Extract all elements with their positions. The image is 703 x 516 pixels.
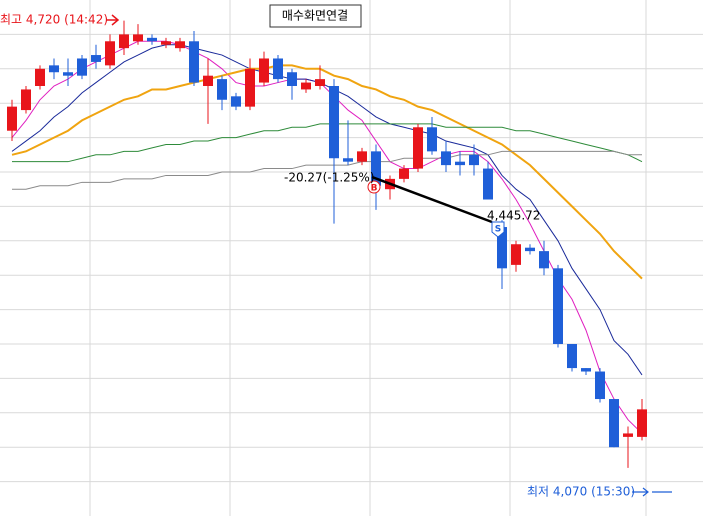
candle-body [553, 268, 563, 344]
candle-body [469, 154, 479, 166]
candle-body [147, 37, 157, 42]
candle-body [357, 151, 367, 162]
candle-body [77, 58, 87, 76]
candle-body [525, 247, 535, 252]
candle-body [483, 168, 493, 200]
candle-body [63, 72, 73, 76]
moving-average-line [12, 150, 642, 190]
candle-body [581, 368, 591, 372]
moving-average-line [11, 40, 643, 434]
candle-body [273, 58, 283, 80]
candle-body [413, 127, 423, 169]
buy-marker-bg [367, 180, 381, 194]
sell-price-label: 4,445.72 [487, 209, 540, 223]
candle-body [35, 68, 45, 86]
candle-body [329, 86, 339, 159]
candle-body [567, 344, 577, 369]
candle-body [441, 151, 451, 166]
candle-body [21, 89, 31, 111]
candle-body [371, 151, 381, 186]
candle-body [105, 41, 115, 66]
high-arrow [106, 14, 120, 26]
candle-body [455, 161, 465, 166]
buy-screen-button[interactable]: 매수화면연결 [269, 4, 362, 28]
candle-body [161, 41, 171, 45]
candle-body [175, 41, 185, 49]
button-frame [269, 4, 362, 28]
vertical-grid [89, 0, 647, 516]
candle-body [231, 96, 241, 107]
candle-body [497, 227, 507, 269]
sell-marker: S [495, 225, 501, 235]
trade-label: -20.27(-1.25%) [284, 171, 375, 185]
candle-body [301, 82, 311, 90]
candle-body [609, 399, 619, 448]
button-label[interactable]: 매수화면연결 [282, 9, 348, 23]
candle-body [539, 251, 549, 269]
candle-body [217, 79, 227, 100]
candle-body [189, 41, 199, 83]
moving-average-line [11, 44, 643, 376]
buy-marker: B [371, 184, 378, 194]
candle-body [399, 168, 409, 179]
candle-body [133, 34, 143, 42]
candle-body [203, 75, 213, 86]
candle-body [259, 58, 269, 83]
low-arrow [632, 487, 672, 497]
candle-body [595, 371, 605, 400]
candle-body [287, 72, 297, 86]
candle-body [623, 433, 633, 437]
trade-line [371, 175, 493, 224]
candle-body [91, 55, 101, 62]
moving-average-line [11, 64, 643, 280]
candle-body [119, 34, 129, 49]
candle-body [427, 127, 437, 152]
sell-marker-bg [491, 221, 505, 238]
high-label: 최고 4,720 (14:42) [0, 13, 108, 27]
candle-body [637, 409, 647, 437]
candle-body [7, 106, 17, 131]
low-label: 최저 4,070 (15:30) [527, 485, 635, 499]
moving-average-line [12, 123, 643, 163]
candle-body [245, 68, 255, 107]
candle-body [315, 79, 325, 86]
candle-body [511, 244, 521, 265]
candle-body [49, 65, 59, 73]
candle-body [343, 158, 353, 162]
